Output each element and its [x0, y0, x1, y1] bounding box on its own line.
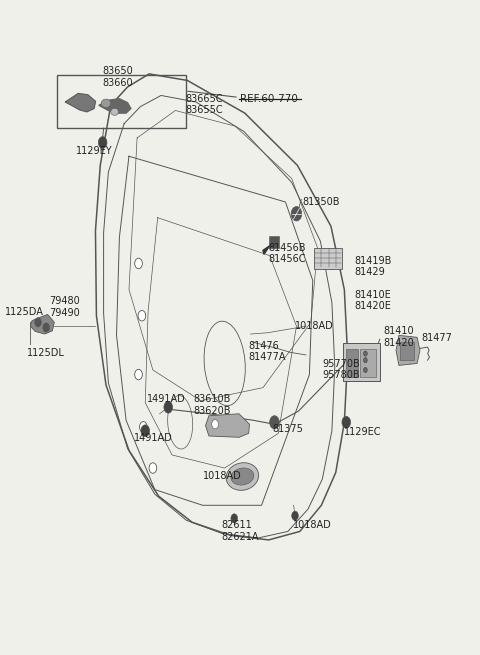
Bar: [346, 349, 358, 377]
Circle shape: [35, 318, 41, 327]
Circle shape: [43, 323, 49, 332]
Polygon shape: [205, 414, 250, 438]
Bar: [400, 342, 414, 360]
Text: 81476
81477A: 81476 81477A: [249, 341, 286, 362]
Circle shape: [141, 425, 150, 437]
Circle shape: [138, 310, 146, 321]
Polygon shape: [396, 335, 420, 365]
Polygon shape: [99, 99, 131, 113]
Bar: [343, 343, 380, 381]
Bar: [314, 248, 342, 269]
Ellipse shape: [111, 108, 119, 115]
Text: 81419B
81429: 81419B 81429: [354, 255, 391, 277]
Ellipse shape: [226, 462, 259, 491]
Circle shape: [363, 358, 367, 363]
Circle shape: [342, 417, 350, 428]
Circle shape: [363, 367, 367, 373]
Text: REF.60-770: REF.60-770: [240, 94, 298, 103]
Text: 1129EY: 1129EY: [76, 146, 112, 156]
Circle shape: [164, 402, 172, 413]
Text: 1129EC: 1129EC: [344, 427, 382, 437]
Circle shape: [98, 137, 107, 149]
Text: 81410
81420: 81410 81420: [384, 326, 414, 348]
Ellipse shape: [231, 468, 254, 485]
Bar: [360, 349, 376, 377]
Text: 82611
82621A: 82611 82621A: [222, 520, 259, 542]
Text: 95770B
95780B: 95770B 95780B: [323, 359, 360, 381]
Circle shape: [292, 511, 299, 520]
Circle shape: [140, 422, 147, 432]
Text: 1491AD: 1491AD: [147, 394, 185, 404]
Text: 1018AD: 1018AD: [203, 472, 241, 481]
Circle shape: [291, 206, 302, 221]
Text: 81410E
81420E: 81410E 81420E: [354, 290, 391, 311]
Circle shape: [135, 369, 143, 380]
Text: 1125DA: 1125DA: [4, 307, 43, 316]
Text: 1018AD: 1018AD: [293, 520, 331, 531]
Text: 79480
79490: 79480 79490: [49, 296, 80, 318]
Text: 81350B: 81350B: [302, 196, 340, 207]
Circle shape: [149, 463, 157, 474]
Text: 1018AD: 1018AD: [295, 321, 334, 331]
Text: 81477: 81477: [421, 333, 452, 343]
Circle shape: [363, 351, 367, 356]
Text: 83610B
83620B: 83610B 83620B: [193, 394, 230, 416]
Text: 1125DL: 1125DL: [27, 348, 65, 358]
Polygon shape: [65, 94, 96, 112]
Bar: [57, 75, 186, 128]
Circle shape: [270, 416, 279, 429]
Ellipse shape: [101, 99, 111, 107]
Bar: [269, 236, 279, 248]
Circle shape: [135, 258, 143, 269]
Text: 81456B
81456C: 81456B 81456C: [269, 242, 306, 264]
Text: 1491AD: 1491AD: [134, 434, 172, 443]
Text: 83665C
83655C: 83665C 83655C: [185, 94, 223, 115]
Text: 81375: 81375: [273, 424, 303, 434]
Text: 83650
83660: 83650 83660: [103, 66, 133, 88]
Polygon shape: [30, 314, 54, 334]
Circle shape: [231, 514, 238, 523]
Circle shape: [212, 420, 218, 429]
Polygon shape: [263, 246, 270, 254]
